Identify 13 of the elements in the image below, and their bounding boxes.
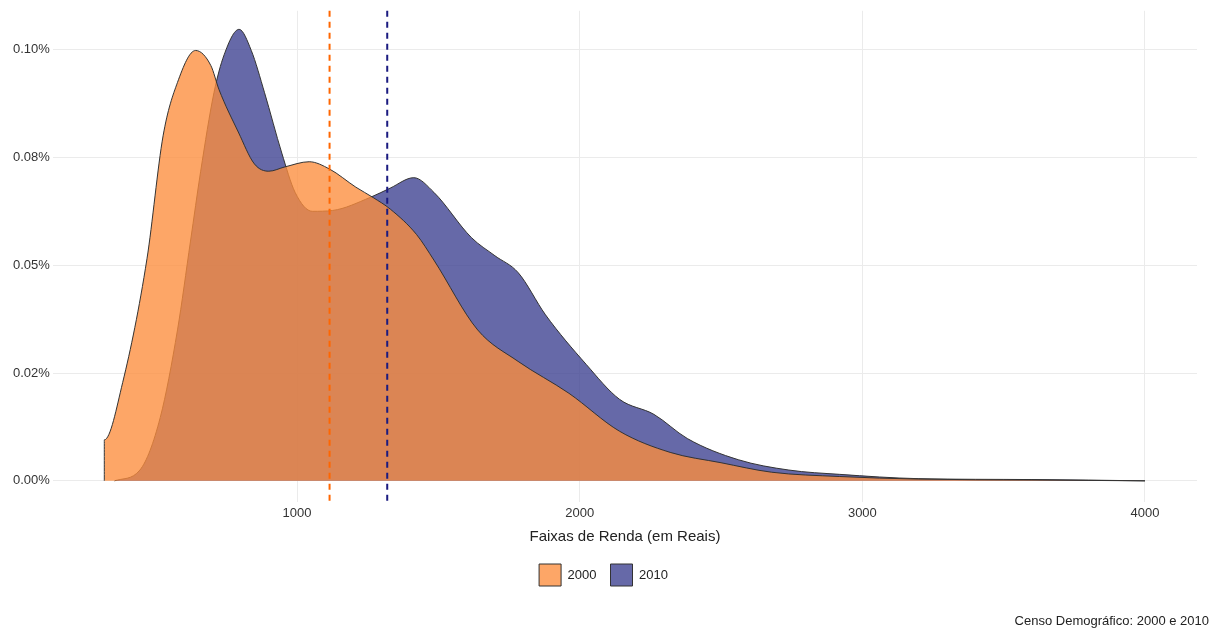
y-tick-label: 0.02%	[12, 364, 51, 380]
y-tick-label: 0.08%	[12, 149, 51, 164]
y-tick-label: 0.00%	[12, 472, 51, 488]
text: Censo Demográfico: 2000 e 2010	[1014, 613, 1209, 628]
legend-label: 2000	[567, 566, 597, 582]
x-tick-label: 3000	[847, 504, 877, 520]
x-tick-label: 2000	[565, 504, 595, 520]
x-tick-label: 1000	[282, 504, 312, 520]
x-tick-label: 4000	[1130, 504, 1160, 520]
x-axis-title: Faixas de Renda (em Reais)	[529, 527, 721, 545]
y-tick-label: 0.05%	[12, 256, 51, 272]
y-tick-label: 0.10%	[12, 41, 51, 57]
legend-label: 2010	[639, 566, 668, 582]
